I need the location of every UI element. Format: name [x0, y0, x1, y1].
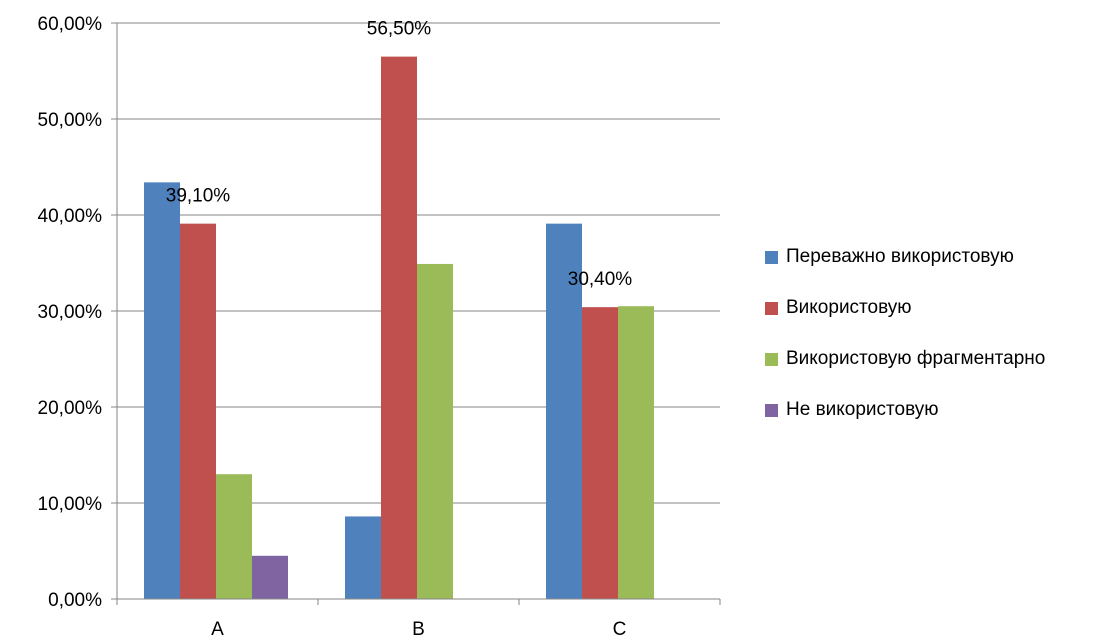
x-tick-label: B	[412, 619, 425, 640]
legend-swatch	[765, 403, 778, 417]
data-label: 39,10%	[166, 186, 231, 207]
y-tick-label: 50,00%	[38, 110, 103, 131]
y-tick-label: 10,00%	[38, 494, 103, 515]
x-tick-label: A	[211, 619, 224, 640]
bars	[144, 56, 654, 600]
y-tick-label: 40,00%	[38, 206, 103, 227]
bar	[417, 263, 453, 599]
bar	[381, 56, 417, 600]
bar	[252, 555, 288, 599]
bar	[144, 182, 180, 600]
legend-label: Не використовую	[786, 399, 939, 420]
data-label: 56,50%	[367, 19, 432, 40]
legend-label: Переважно використовую	[786, 246, 1014, 267]
bar	[216, 474, 252, 599]
legend-swatch	[765, 352, 778, 366]
y-tick-label: 30,00%	[38, 302, 103, 323]
legend-swatch	[765, 301, 778, 315]
legend-entry: Використовую	[765, 295, 1045, 321]
axes	[111, 22, 721, 605]
legend: Переважно використовую Використовую Викори…	[765, 244, 1045, 448]
y-axis-tick-labels: 0,00% 10,00% 20,00% 30,00% 40,00% 50,00% 60,00…	[38, 14, 103, 611]
data-labels: 39,10% 56,50% 30,40%	[166, 19, 633, 291]
x-axis-tick-labels: A B C	[211, 619, 626, 640]
legend-label: Використовую фрагментарно	[786, 348, 1046, 369]
bar	[180, 223, 216, 599]
bar	[618, 306, 654, 599]
data-label: 30,40%	[568, 269, 633, 290]
legend-entry: Використовую фрагментарно	[765, 346, 1045, 372]
bar	[345, 516, 381, 599]
y-tick-label: 20,00%	[38, 398, 103, 419]
legend-entry: Не використовую	[765, 397, 1045, 423]
x-tick-label: C	[613, 619, 627, 640]
bar	[582, 307, 618, 599]
bar	[546, 223, 582, 599]
legend-label: Використовую	[786, 297, 912, 318]
legend-swatch	[765, 250, 778, 264]
y-tick-label: 60,00%	[38, 14, 103, 35]
y-tick-label: 0,00%	[48, 590, 102, 611]
legend-entry: Переважно використовую	[765, 244, 1045, 270]
